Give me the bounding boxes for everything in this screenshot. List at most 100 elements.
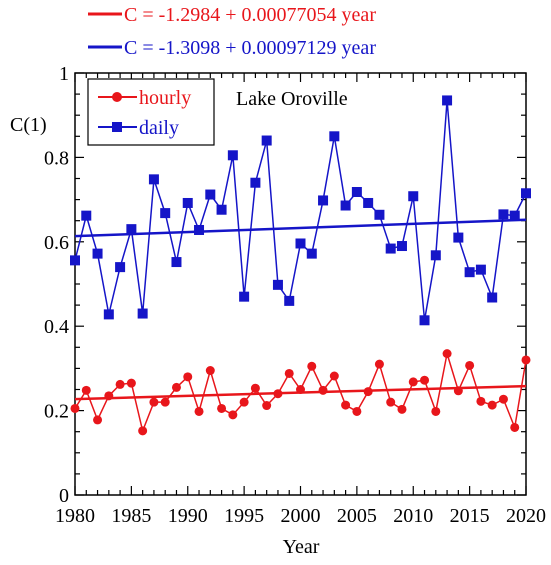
x-tick-label-2015: 2015 xyxy=(450,505,490,527)
y-tick-label-3: 0.6 xyxy=(44,232,69,254)
series-legend: hourly daily xyxy=(87,78,215,146)
y-tick-label-4: 0.8 xyxy=(44,147,69,169)
point-hourly-2008 xyxy=(386,397,396,407)
x-tick-labels: 1980 1985 1990 1995 2000 2005 2010 2015 2020 xyxy=(55,505,546,527)
legend-daily-label: daily xyxy=(139,117,179,139)
x-tick-label-2020: 2020 xyxy=(506,505,546,527)
point-hourly-1997 xyxy=(262,401,272,411)
point-daily-1992 xyxy=(205,189,216,200)
point-daily-1989 xyxy=(171,257,182,268)
point-hourly-1995 xyxy=(239,397,249,407)
point-daily-1991 xyxy=(194,224,205,235)
point-daily-2020 xyxy=(521,188,531,199)
point-hourly-1980 xyxy=(70,403,80,413)
point-hourly-1992 xyxy=(205,366,215,376)
point-hourly-2006 xyxy=(363,387,373,397)
point-daily-1983 xyxy=(103,309,114,320)
data-series xyxy=(70,95,531,436)
equation-2-text: C = -1.3098 + 0.00097129 year xyxy=(124,37,376,59)
x-tick-label-1990: 1990 xyxy=(168,505,208,527)
point-hourly-2005 xyxy=(352,406,362,416)
point-hourly-2017 xyxy=(487,400,497,410)
point-hourly-1986 xyxy=(138,426,148,436)
axis-ticks xyxy=(74,72,527,496)
x-tick-label-1985: 1985 xyxy=(111,505,151,527)
point-daily-2007 xyxy=(374,209,385,220)
point-hourly-2007 xyxy=(374,359,384,369)
chart-annotation: Lake Oroville xyxy=(236,88,348,110)
point-daily-1996 xyxy=(250,177,261,188)
x-axis-label: Year xyxy=(283,536,320,558)
point-hourly-2002 xyxy=(318,385,328,395)
point-daily-1984 xyxy=(115,262,126,273)
point-hourly-1990 xyxy=(183,372,193,382)
point-daily-2019 xyxy=(509,210,520,221)
point-hourly-1988 xyxy=(160,397,170,407)
point-daily-1990 xyxy=(182,197,193,208)
point-hourly-1984 xyxy=(115,379,125,389)
point-daily-1987 xyxy=(148,174,159,185)
point-daily-2014 xyxy=(453,232,464,243)
point-daily-2015 xyxy=(464,267,475,278)
x-tick-label-1995: 1995 xyxy=(224,505,264,527)
point-hourly-2000 xyxy=(296,385,305,394)
point-daily-1999 xyxy=(284,295,295,306)
point-daily-2002 xyxy=(318,195,329,206)
equation-1-text: C = -1.2984 + 0.00077054 year xyxy=(124,4,376,26)
point-hourly-1998 xyxy=(273,389,283,399)
equations-legend: C = -1.2984 + 0.00077054 year C = -1.309… xyxy=(88,4,376,59)
point-daily-2005 xyxy=(351,187,362,198)
point-hourly-2001 xyxy=(307,361,317,371)
point-hourly-1981 xyxy=(81,385,91,395)
point-daily-2016 xyxy=(475,264,486,275)
fit-line-daily xyxy=(74,218,527,238)
y-tick-label-5: 1 xyxy=(59,63,69,85)
point-daily-2009 xyxy=(396,241,407,252)
point-hourly-1989 xyxy=(171,382,181,392)
x-tick-label-2010: 2010 xyxy=(393,505,433,527)
point-daily-1986 xyxy=(137,308,148,319)
point-hourly-1996 xyxy=(250,383,260,393)
point-daily-1981 xyxy=(81,210,92,221)
point-daily-1997 xyxy=(261,135,272,146)
point-daily-2017 xyxy=(487,292,498,303)
point-hourly-1999 xyxy=(284,368,294,378)
point-daily-2008 xyxy=(385,243,396,254)
y-tick-labels: 0 0.2 0.4 0.6 0.8 1 xyxy=(44,63,69,507)
y-tick-label-2: 0.4 xyxy=(44,316,69,338)
point-hourly-2020 xyxy=(521,355,531,365)
point-hourly-2018 xyxy=(498,394,508,404)
point-hourly-2013 xyxy=(442,349,452,359)
point-hourly-1987 xyxy=(149,397,159,407)
point-hourly-1993 xyxy=(217,403,227,413)
x-tick-label-2005: 2005 xyxy=(337,505,377,527)
y-axis-label: C(1) xyxy=(10,114,47,136)
point-hourly-1982 xyxy=(93,415,103,425)
point-daily-2006 xyxy=(363,197,374,208)
point-hourly-2015 xyxy=(465,360,475,370)
point-daily-1980 xyxy=(70,255,80,266)
point-daily-1994 xyxy=(227,150,238,161)
legend-hourly-marker xyxy=(112,92,122,102)
point-hourly-2003 xyxy=(329,371,339,381)
point-daily-1995 xyxy=(239,291,250,302)
x-tick-label-1980: 1980 xyxy=(55,505,95,527)
point-hourly-1991 xyxy=(194,406,204,416)
point-hourly-1994 xyxy=(228,410,238,420)
point-hourly-2004 xyxy=(341,400,351,410)
x-tick-label-2000: 2000 xyxy=(281,505,321,527)
point-daily-2001 xyxy=(306,248,317,259)
point-daily-2013 xyxy=(442,95,453,106)
point-hourly-2009 xyxy=(397,404,407,414)
y-tick-label-0: 0 xyxy=(59,485,69,507)
point-daily-2012 xyxy=(430,250,441,261)
point-hourly-2019 xyxy=(510,422,520,432)
point-hourly-1985 xyxy=(126,378,136,388)
point-daily-1998 xyxy=(272,279,283,290)
point-hourly-2010 xyxy=(408,377,418,387)
legend-hourly-label: hourly xyxy=(139,87,191,109)
point-hourly-2011 xyxy=(420,375,430,385)
y-tick-label-1: 0.2 xyxy=(44,401,69,423)
point-hourly-2014 xyxy=(453,386,463,396)
